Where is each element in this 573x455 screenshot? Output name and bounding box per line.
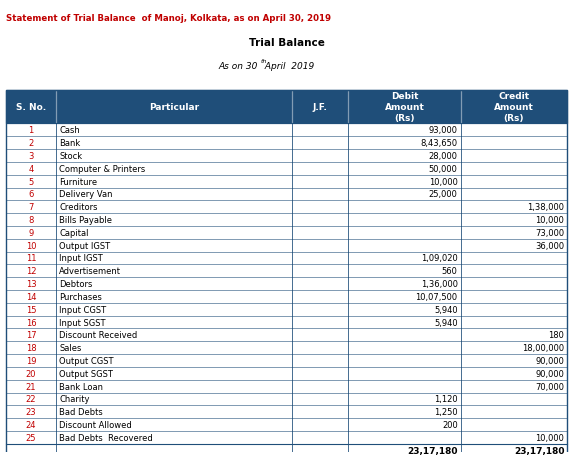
Text: Creditors: Creditors — [59, 203, 97, 212]
Text: 50,000: 50,000 — [429, 164, 458, 173]
Text: Furniture: Furniture — [59, 177, 97, 186]
Text: Input SGST: Input SGST — [59, 318, 105, 327]
Text: 73,000: 73,000 — [535, 228, 564, 238]
Text: 2: 2 — [29, 139, 34, 148]
Text: Delivery Van: Delivery Van — [59, 190, 113, 199]
Text: 560: 560 — [442, 267, 458, 276]
Text: 3: 3 — [28, 152, 34, 161]
Text: Bad Debts  Recovered: Bad Debts Recovered — [59, 433, 153, 442]
Text: Bank Loan: Bank Loan — [59, 382, 103, 391]
Text: Input IGST: Input IGST — [59, 254, 103, 263]
Text: Statement of Trial Balance  of Manoj, Kolkata, as on April 30, 2019: Statement of Trial Balance of Manoj, Kol… — [6, 14, 331, 23]
Text: Capital: Capital — [59, 228, 89, 238]
Text: 23: 23 — [26, 407, 36, 416]
Text: S. No.: S. No. — [16, 103, 46, 112]
Text: 90,000: 90,000 — [536, 369, 564, 378]
Text: 10,000: 10,000 — [536, 216, 564, 225]
Text: 23,17,180: 23,17,180 — [514, 446, 564, 455]
Text: 7: 7 — [28, 203, 34, 212]
Text: Discount Received: Discount Received — [59, 331, 138, 339]
Text: Debit
Amount
(Rs): Debit Amount (Rs) — [384, 92, 425, 123]
Text: 10: 10 — [26, 241, 36, 250]
Text: 9: 9 — [29, 228, 34, 238]
Text: 1,250: 1,250 — [434, 407, 458, 416]
Text: 8,43,650: 8,43,650 — [421, 139, 458, 148]
Text: 5,940: 5,940 — [434, 318, 458, 327]
Text: 4: 4 — [29, 164, 34, 173]
Text: J.F.: J.F. — [313, 103, 328, 112]
Text: Trial Balance: Trial Balance — [249, 38, 324, 48]
Text: 18,00,000: 18,00,000 — [522, 344, 564, 353]
Text: 12: 12 — [26, 267, 36, 276]
Text: 1,38,000: 1,38,000 — [527, 203, 564, 212]
Text: Debtors: Debtors — [59, 279, 92, 288]
Text: Stock: Stock — [59, 152, 83, 161]
Text: Computer & Printers: Computer & Printers — [59, 164, 146, 173]
Text: 14: 14 — [26, 292, 36, 301]
Text: Advertisement: Advertisement — [59, 267, 121, 276]
Text: Charity: Charity — [59, 394, 89, 404]
Text: 1,09,020: 1,09,020 — [421, 254, 458, 263]
Text: 18: 18 — [26, 344, 36, 353]
Text: 21: 21 — [26, 382, 36, 391]
Text: 25,000: 25,000 — [429, 190, 458, 199]
FancyBboxPatch shape — [6, 91, 567, 124]
Text: Cash: Cash — [59, 126, 80, 135]
Text: Output SGST: Output SGST — [59, 369, 113, 378]
Text: 1,36,000: 1,36,000 — [421, 279, 458, 288]
Text: Particular: Particular — [149, 103, 199, 112]
Text: Bad Debts: Bad Debts — [59, 407, 103, 416]
Text: Bank: Bank — [59, 139, 80, 148]
Text: Input CGST: Input CGST — [59, 305, 106, 314]
Text: 11: 11 — [26, 254, 36, 263]
Text: 23,17,180: 23,17,180 — [407, 446, 458, 455]
Text: 10,000: 10,000 — [429, 177, 458, 186]
Text: Credit
Amount
(Rs): Credit Amount (Rs) — [494, 92, 534, 123]
Text: Discount Allowed: Discount Allowed — [59, 420, 132, 429]
Text: 19: 19 — [26, 356, 36, 365]
Text: 1: 1 — [29, 126, 34, 135]
Text: 20: 20 — [26, 369, 36, 378]
Text: Output CGST: Output CGST — [59, 356, 113, 365]
Text: 200: 200 — [442, 420, 458, 429]
Text: th: th — [261, 59, 267, 64]
Text: 93,000: 93,000 — [429, 126, 458, 135]
Text: 90,000: 90,000 — [536, 356, 564, 365]
Text: 180: 180 — [548, 331, 564, 339]
Text: 5: 5 — [29, 177, 34, 186]
Text: 13: 13 — [26, 279, 36, 288]
Text: Bills Payable: Bills Payable — [59, 216, 112, 225]
Text: 10,000: 10,000 — [536, 433, 564, 442]
Text: 22: 22 — [26, 394, 36, 404]
Text: 28,000: 28,000 — [429, 152, 458, 161]
Text: 5,940: 5,940 — [434, 305, 458, 314]
Text: 1,120: 1,120 — [434, 394, 458, 404]
Text: 10,07,500: 10,07,500 — [415, 292, 458, 301]
Text: 8: 8 — [28, 216, 34, 225]
Text: 6: 6 — [28, 190, 34, 199]
Text: 36,000: 36,000 — [535, 241, 564, 250]
Text: Output IGST: Output IGST — [59, 241, 110, 250]
Text: 24: 24 — [26, 420, 36, 429]
Text: As on 30: As on 30 — [218, 62, 257, 71]
Text: 70,000: 70,000 — [535, 382, 564, 391]
Text: Purchases: Purchases — [59, 292, 102, 301]
Text: Sales: Sales — [59, 344, 81, 353]
Text: 15: 15 — [26, 305, 36, 314]
Text: 25: 25 — [26, 433, 36, 442]
Text: April  2019: April 2019 — [262, 62, 315, 71]
Text: 17: 17 — [26, 331, 36, 339]
Text: 16: 16 — [26, 318, 36, 327]
